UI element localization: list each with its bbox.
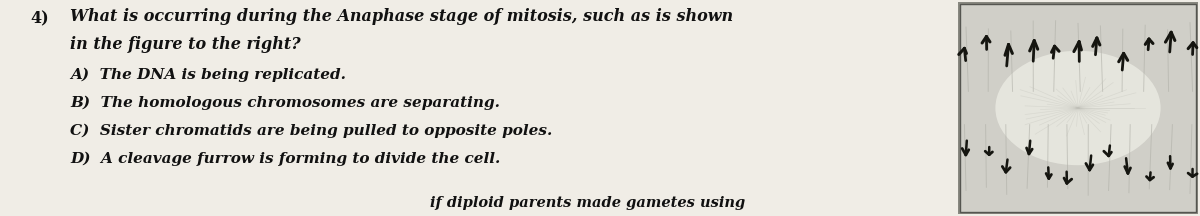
Bar <box>958 2 1198 214</box>
Text: in the figure to the right?: in the figure to the right? <box>70 36 301 53</box>
Text: B)  The homologous chromosomes are separating.: B) The homologous chromosomes are separa… <box>70 96 500 110</box>
Bar <box>960 4 1196 212</box>
Text: C)  Sister chromatids are being pulled to opposite poles.: C) Sister chromatids are being pulled to… <box>70 124 552 138</box>
Text: What is occurring during the Anaphase stage of mitosis, such as is shown: What is occurring during the Anaphase st… <box>70 8 733 25</box>
Text: D)  A cleavage furrow is forming to divide the cell.: D) A cleavage furrow is forming to divid… <box>70 152 500 166</box>
Text: A)  The DNA is being replicated.: A) The DNA is being replicated. <box>70 68 346 82</box>
Ellipse shape <box>996 51 1160 165</box>
Text: if diploid parents made gametes using: if diploid parents made gametes using <box>430 196 745 210</box>
Text: 4): 4) <box>30 10 49 27</box>
